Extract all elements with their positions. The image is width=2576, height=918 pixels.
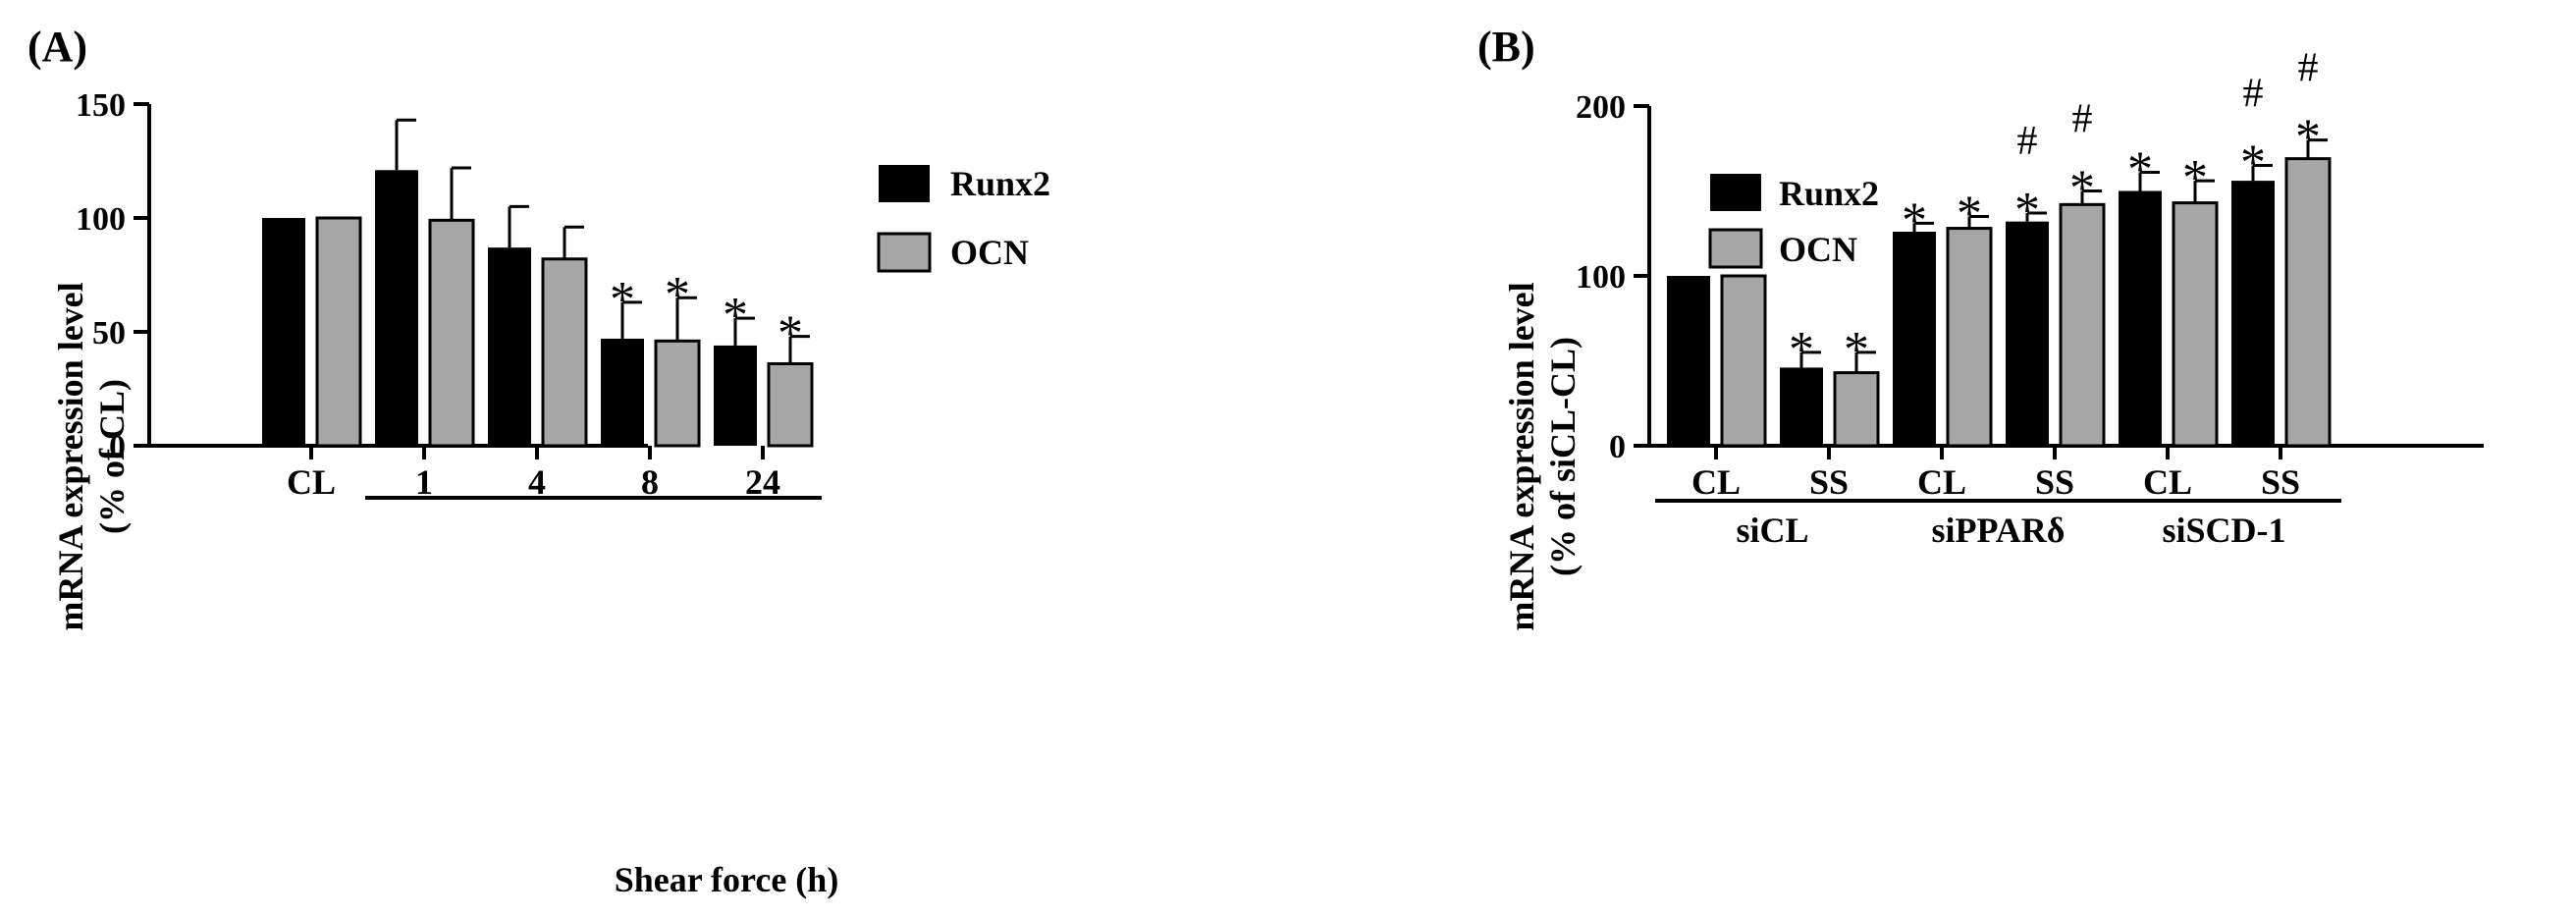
panel-a-x-tick-label: 8 (641, 462, 659, 502)
panel-b-x-tick-label: SS (1809, 462, 1849, 502)
panel-b-significance-star: * (2182, 150, 2208, 206)
panel-b-bar-ocn (1833, 371, 1880, 448)
panel-a-bar-runx2 (262, 218, 305, 446)
legend-label-runx2: Runx2 (1779, 174, 1879, 213)
panel-b-significance-star: * (2127, 141, 2153, 197)
panel-a: (A) mRNA expression level (% of CL) Shea… (27, 23, 1050, 899)
panel-b-significance-star: * (2069, 161, 2095, 217)
panel-a-bar-runx2 (601, 338, 644, 446)
panel-a-bar-ocn (428, 218, 475, 448)
panel-a-x-tick-label: 24 (745, 462, 780, 502)
panel-b-bar-runx2 (1893, 232, 1936, 446)
panel-a-xlabel: Shear force (h) (615, 860, 839, 899)
panel-a-ylabel-line2: (% of CL) (92, 379, 132, 534)
panel-a-bar-runx2 (375, 170, 418, 446)
panel-b-x-tick-label: SS (2035, 462, 2074, 502)
panel-b-y-tick-label: 200 (1576, 89, 1626, 126)
legend-swatch-runx2 (879, 165, 930, 202)
panel-a-significance-star: * (778, 306, 803, 362)
panel-a-significance-star: * (665, 267, 690, 323)
panel-a-bar-ocn (654, 339, 701, 448)
panel-a-x-tick-label: 1 (415, 462, 433, 502)
panel-a-bar-runx2 (488, 247, 531, 446)
panel-b-y-tick-label: 0 (1609, 429, 1626, 465)
panel-b-significance-hash: # (2243, 72, 2264, 117)
panel-b-bar-ocn (2172, 201, 2219, 448)
panel-b-significance-hash: # (2017, 119, 2038, 164)
panel-b-significance-hash: # (2072, 97, 2093, 142)
panel-b-ylabel-line1: mRNA expression level (1502, 282, 1541, 630)
panel-b-group-label: siCL (1736, 511, 1808, 550)
panel-a-y-tick-label: 100 (76, 201, 126, 238)
panel-a-significance-star: * (610, 272, 635, 328)
panel-b-group-label: siPPARδ (1931, 511, 2065, 550)
panel-a-ylabel-line1: mRNA expression level (51, 282, 90, 630)
panel-b-significance-star: * (2014, 183, 2040, 239)
panel-a-bar-ocn (541, 257, 588, 448)
panel-b-bar-runx2 (2231, 181, 2275, 446)
panel-b-x-tick-label: CL (1691, 462, 1741, 502)
panel-b-bar-runx2 (2119, 190, 2162, 446)
panel-b-x-tick-label: SS (2261, 462, 2300, 502)
panel-b-significance-star: * (1957, 186, 1982, 242)
panel-a-x-tick-label: 4 (528, 462, 546, 502)
legend-swatch-runx2 (1710, 174, 1761, 211)
panel-b-x-tick-label: CL (1917, 462, 1966, 502)
panel-a-x-tick-label: CL (287, 462, 336, 502)
panel-b-bar-ocn (1946, 227, 1993, 448)
panel-a-bar-ocn (767, 361, 814, 448)
panel-b-legend: Runx2 OCN (1708, 174, 1879, 269)
panel-b-ylabel-line2: (% of siCL-CL) (1543, 337, 1583, 576)
panel-b-significance-hash: # (2298, 46, 2319, 91)
panel-b-bar-runx2 (2006, 221, 2049, 446)
panel-a-y-tick-label: 50 (92, 315, 126, 351)
panel-b-significance-star: * (1789, 322, 1814, 378)
panel-a-label: (A) (27, 23, 87, 71)
panel-a-legend: Runx2 OCN (877, 164, 1050, 273)
panel-b-significance-star: * (2240, 135, 2266, 191)
panel-b-bar-ocn (1720, 274, 1767, 448)
panel-a-significance-star: * (723, 288, 748, 344)
panel-b: (B) mRNA expression level (% of siCL-CL)… (1477, 23, 2484, 631)
panel-b-y-tick-label: 100 (1576, 259, 1626, 296)
legend-label-runx2: Runx2 (950, 164, 1050, 203)
panel-b-bar-runx2 (1780, 367, 1823, 446)
legend-swatch-ocn (1708, 228, 1763, 269)
panel-b-significance-star: * (1844, 322, 1869, 378)
panel-a-bar-ocn (315, 216, 362, 448)
panel-b-bar-ocn (2059, 202, 2106, 448)
panel-a-y-tick-label: 0 (109, 429, 126, 465)
legend-label-ocn: OCN (1779, 230, 1857, 269)
panel-b-significance-star: * (1902, 192, 1927, 248)
panel-b-bar-ocn (2284, 157, 2332, 448)
panel-b-bar-runx2 (1667, 276, 1710, 446)
panel-b-group-label: siSCD-1 (2162, 511, 2285, 550)
panel-b-significance-star: * (2295, 110, 2321, 166)
panel-b-x-tick-label: CL (2143, 462, 2192, 502)
legend-label-ocn: OCN (950, 233, 1029, 272)
panel-b-label: (B) (1477, 23, 1535, 71)
panel-a-y-tick-label: 150 (76, 87, 126, 124)
legend-swatch-ocn (877, 232, 932, 273)
panel-a-bar-runx2 (714, 345, 757, 446)
